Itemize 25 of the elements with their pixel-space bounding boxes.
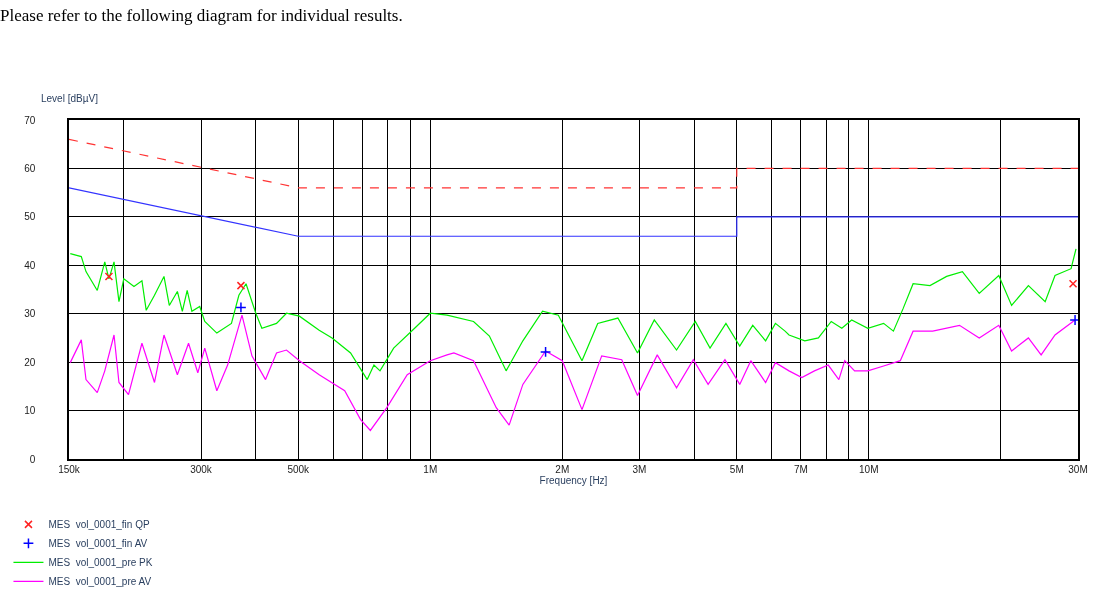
x-tick-label: 7M	[793, 463, 808, 475]
y-tick-label: 70	[24, 114, 36, 126]
legend-label: MES vol_0001_pre AV	[48, 576, 152, 588]
x-tick-label: 30M	[1068, 463, 1088, 475]
y-tick-label: 0	[29, 453, 36, 465]
y-axis-title: Level [dBµV]	[41, 93, 99, 104]
y-tick-label: 20	[24, 356, 36, 368]
legend-label: MES vol_0001_fin AV	[48, 538, 148, 550]
y-tick-label: 10	[24, 405, 36, 417]
y-tick-label: 50	[24, 211, 36, 223]
x-tick-label: 3M	[632, 463, 647, 475]
legend-label: MES vol_0001_pre PK	[48, 557, 153, 569]
chart-title: Please refer to the following diagram for individual results.	[0, 5, 403, 25]
legend-label: MES vol_0001_fin QP	[48, 519, 150, 531]
x-tick-label: 500k	[287, 463, 311, 475]
x-axis-title: Frequency [Hz]	[539, 474, 608, 486]
x-tick-label: 2M	[555, 463, 570, 475]
x-tick-label: 10M	[859, 463, 879, 475]
y-tick-label: 60	[24, 162, 36, 174]
x-tick-label: 150k	[58, 463, 81, 475]
y-tick-label: 30	[24, 308, 36, 320]
x-tick-label: 300k	[190, 463, 213, 475]
x-tick-label: 5M	[729, 463, 744, 475]
x-tick-label: 1M	[423, 463, 438, 475]
y-tick-label: 40	[24, 259, 36, 271]
